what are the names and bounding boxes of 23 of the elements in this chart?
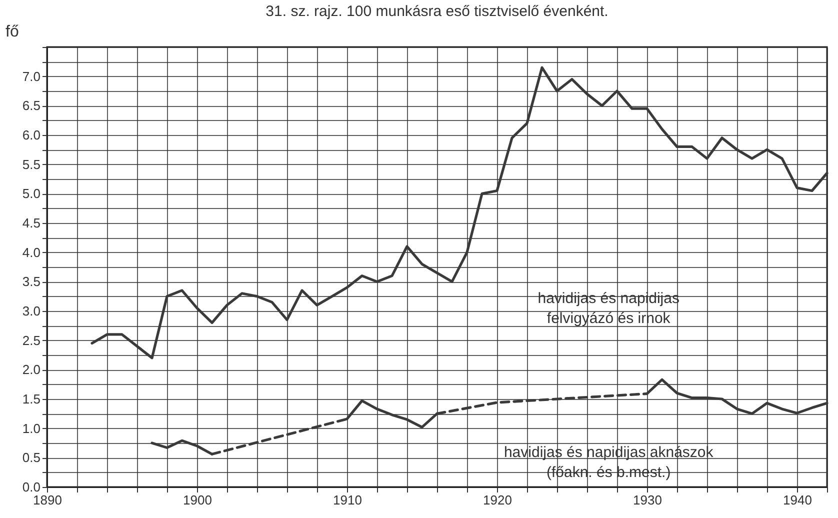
y-tick-label: 3.5 xyxy=(22,274,40,290)
y-tick-label: 2.0 xyxy=(22,362,40,378)
y-tick-label: 4.0 xyxy=(22,244,40,260)
x-tick-label: 1940 xyxy=(783,492,812,508)
y-tick-label: 4.5 xyxy=(22,216,40,230)
y-tick-label: 6.5 xyxy=(22,98,40,114)
y-tick-label: 7.0 xyxy=(22,68,40,84)
x-tick-label: 1890 xyxy=(33,492,62,508)
x-tick-label: 1910 xyxy=(333,492,362,508)
y-tick-label: 1.5 xyxy=(22,392,40,406)
y-tick-label: 0.0 xyxy=(22,480,40,494)
y-tick-label: 2.5 xyxy=(22,332,40,348)
x-tick-label: 1930 xyxy=(633,492,662,508)
y-axis-title: fő xyxy=(6,24,19,40)
y-tick-label: 3.0 xyxy=(22,304,40,318)
y-tick-label: 0.5 xyxy=(22,450,40,466)
x-tick-label: 1920 xyxy=(483,492,512,508)
y-tick-label: 5.0 xyxy=(22,186,40,202)
chart-title: 31. sz. rajz. 100 munkásra eső tisztviselő évenként. xyxy=(266,3,608,20)
y-tick-label: 5.5 xyxy=(22,156,40,172)
y-tick-label: 6.0 xyxy=(22,128,40,142)
x-tick-label: 1900 xyxy=(183,492,212,508)
y-tick-label: 1.0 xyxy=(22,420,40,436)
